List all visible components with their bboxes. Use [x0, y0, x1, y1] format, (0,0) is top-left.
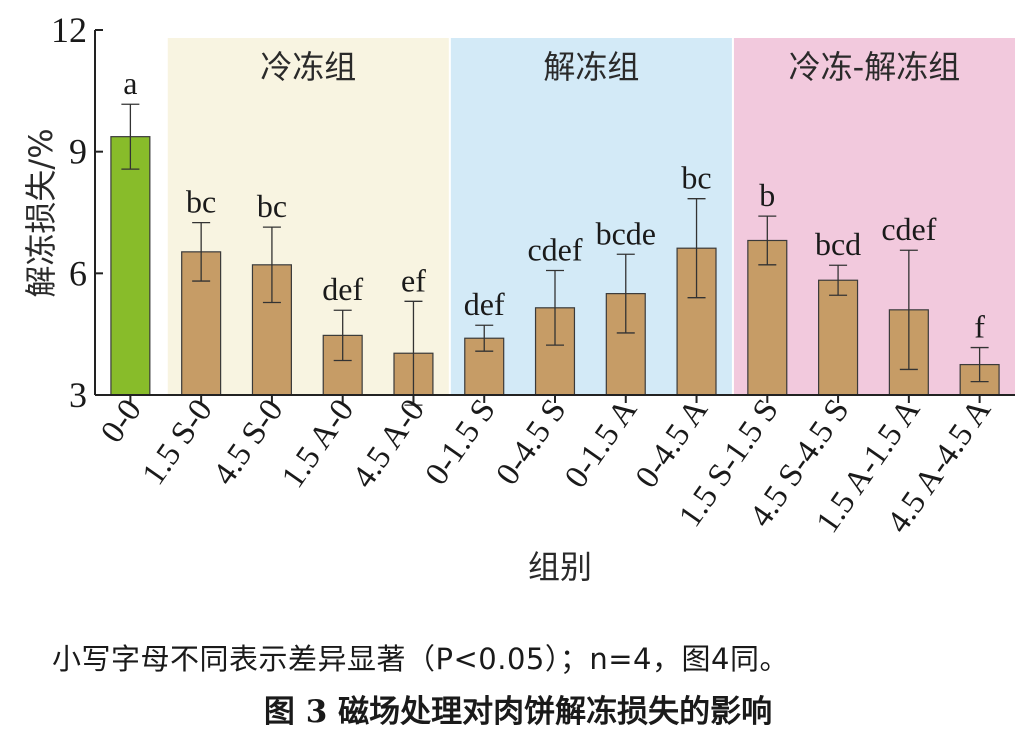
- group-label: 冷冻-解冻组: [789, 48, 961, 86]
- bar: [251, 264, 292, 396]
- significance-label: b: [759, 177, 775, 213]
- significance-label: a: [123, 65, 137, 101]
- y-tick-label: 3: [69, 375, 87, 415]
- significance-label: cdef: [881, 211, 936, 247]
- group-label: 解冻组: [543, 48, 639, 86]
- x-tick-label: 1.5 S-0: [136, 393, 220, 492]
- significance-label: def: [464, 286, 505, 322]
- group-label: 冷冻组: [260, 48, 356, 86]
- significance-label: def: [322, 271, 363, 307]
- significance-label: cdef: [527, 231, 582, 267]
- x-tick-label: 1.5 A-0: [275, 393, 361, 495]
- x-axis-title: 组别: [528, 548, 592, 586]
- bar: [818, 279, 859, 396]
- figure-caption: 图 3 磁场处理对肉饼解冻损失的影响: [263, 694, 773, 730]
- y-tick-label: 9: [69, 132, 87, 172]
- x-tick-label: 0-0: [94, 393, 149, 450]
- y-axis-title: 解冻损失/%: [22, 128, 60, 297]
- y-tick-label: 12: [51, 10, 87, 50]
- significance-label: f: [974, 309, 985, 345]
- significance-label: bcde: [596, 215, 656, 251]
- figure-note: 小写字母不同表示差异显著（P<0.05）；n=4，图4同。: [52, 642, 789, 676]
- significance-label: ef: [401, 262, 426, 298]
- x-tick-label: 0-1.5 S: [419, 393, 503, 492]
- x-tick-label: 4.5 A-0: [346, 393, 432, 495]
- significance-label: bc: [681, 160, 711, 196]
- y-tick-label: 6: [69, 253, 87, 293]
- significance-label: bcd: [815, 226, 861, 262]
- x-tick-label: 0-1.5 A: [558, 393, 644, 495]
- bar: [110, 136, 151, 396]
- significance-label: bc: [257, 188, 287, 224]
- significance-label: bc: [186, 184, 216, 220]
